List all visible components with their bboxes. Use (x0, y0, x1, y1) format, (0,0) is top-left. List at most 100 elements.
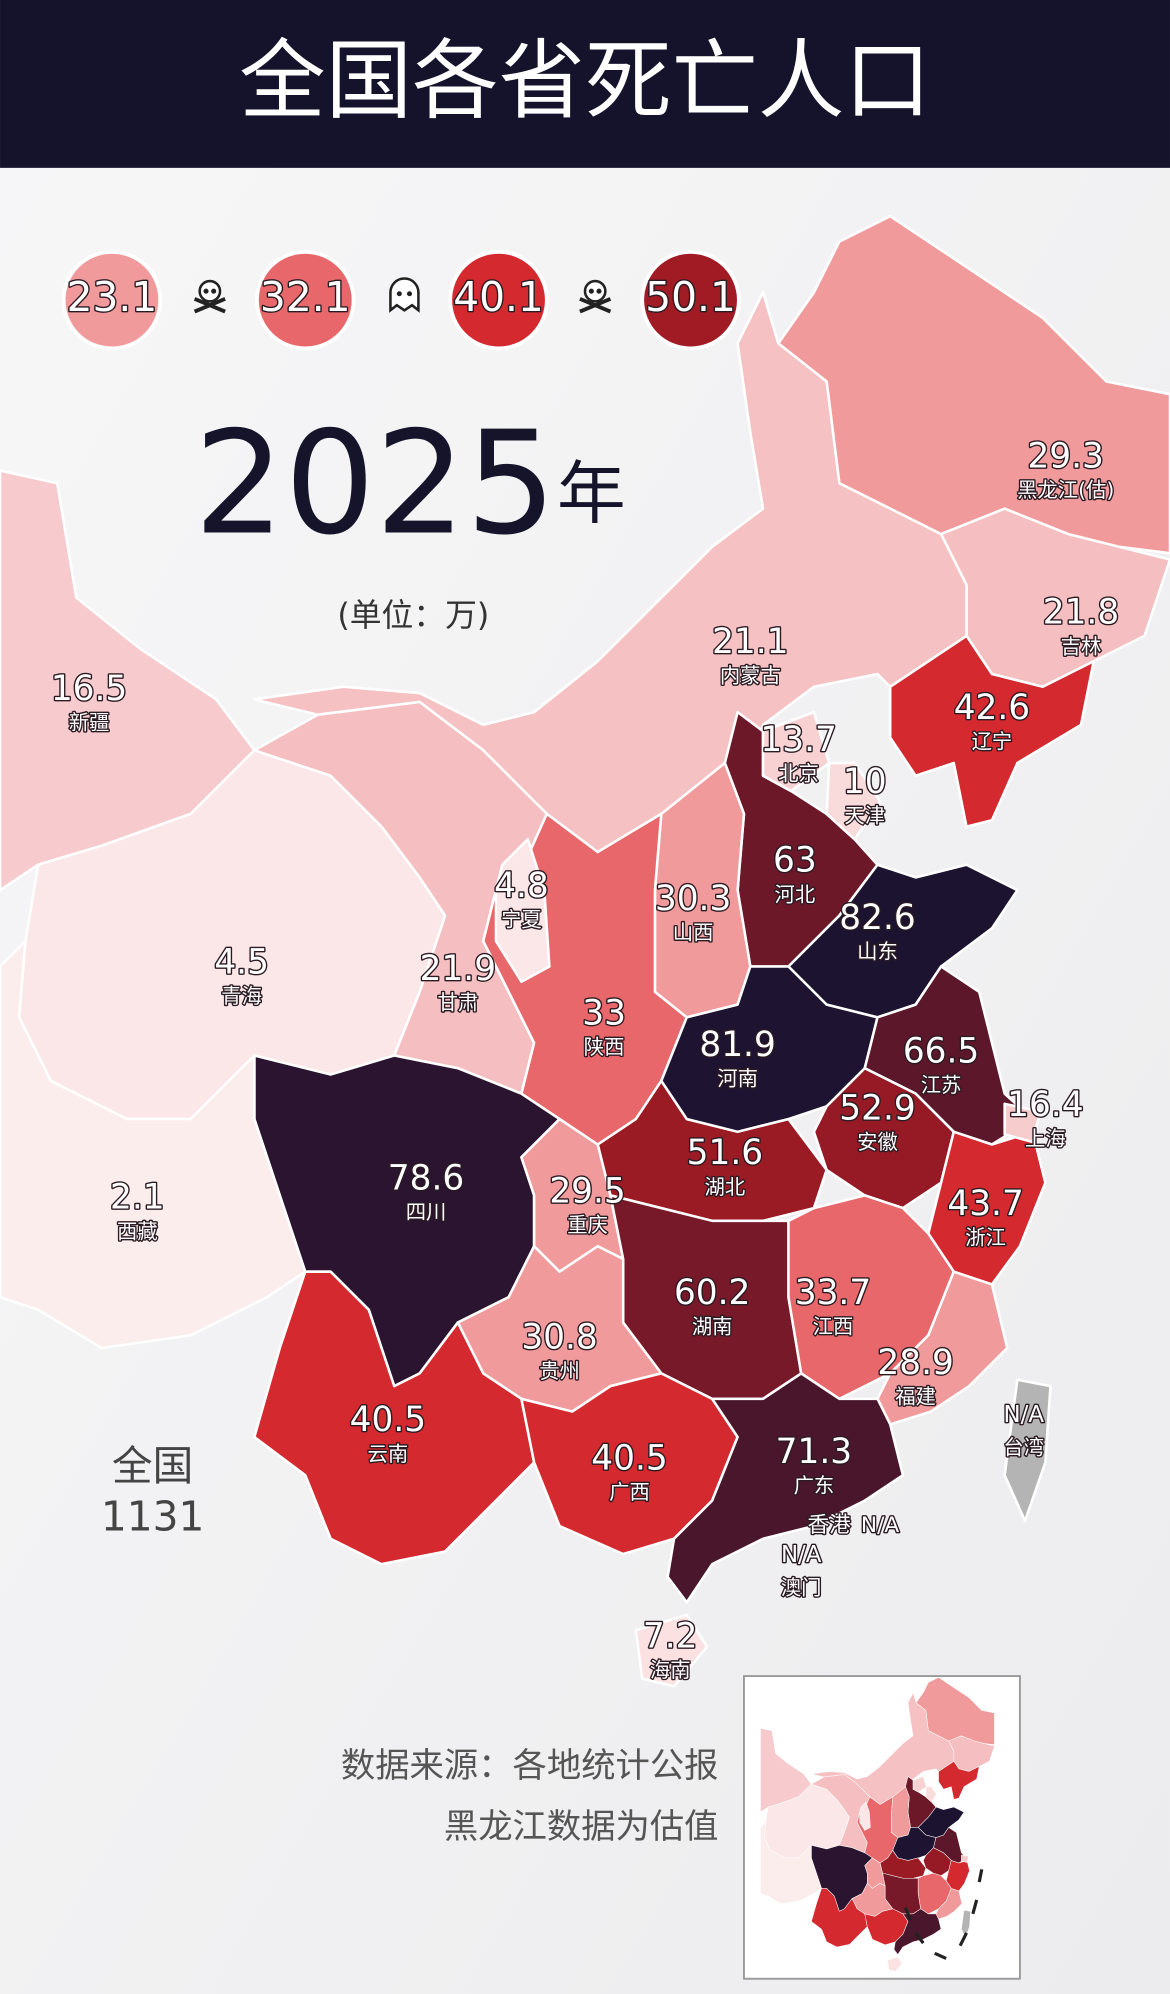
province-name: 山西 (673, 920, 714, 944)
province-name: 北京 (778, 761, 819, 785)
legend-swatch (640, 249, 741, 351)
province-name: 澳门 (781, 1575, 822, 1599)
province-name: 辽宁 (972, 730, 1013, 754)
province (887, 1956, 903, 1972)
province-name: 湖南 (692, 1315, 733, 1339)
province-value: 29.5 (549, 1171, 625, 1211)
province (888, 634, 1095, 828)
province (1003, 1102, 1042, 1144)
province-value: N/A (1003, 1402, 1044, 1428)
province (494, 838, 551, 984)
province-name: 福建 (895, 1385, 936, 1409)
provinces (0, 214, 1170, 1688)
province-value: 29.3 (1027, 436, 1103, 476)
province-name: 广西 (609, 1480, 650, 1504)
province-value: 21.8 (1043, 593, 1119, 633)
province-value: 81.9 (699, 1025, 775, 1065)
province (925, 1786, 937, 1803)
legend-swatch (61, 249, 163, 351)
province-name: 江苏 (921, 1073, 962, 1097)
legend-value: 23.1 (67, 273, 158, 321)
province-name: 上海 (1025, 1126, 1066, 1150)
inset-provinces (859, 1776, 969, 1863)
inset-map (760, 1677, 995, 1972)
province (825, 761, 882, 841)
province-name: 贵州 (539, 1359, 580, 1383)
total-label: 全国 (112, 1442, 193, 1490)
province-name: 广东 (794, 1474, 835, 1498)
province-value: 66.5 (903, 1031, 979, 1071)
total-value: 1131 (101, 1493, 205, 1541)
province (938, 1761, 980, 1800)
province-value: 30.3 (655, 879, 731, 919)
province-name: 台湾 (1003, 1435, 1044, 1459)
province-name: 安徽 (857, 1130, 898, 1154)
province-name: 内蒙古 (720, 664, 781, 688)
legend-icon (389, 277, 420, 313)
province-name: 西藏 (117, 1219, 158, 1243)
province (961, 1909, 971, 1939)
province-name: 黑龙江(估) (1017, 478, 1114, 502)
province (912, 1776, 927, 1793)
province-value: 10 (843, 762, 887, 802)
province-value: 78.6 (388, 1159, 464, 1199)
province-value: 4.5 (214, 942, 269, 982)
province-name: 湖北 (705, 1175, 746, 1199)
province-value: 28.9 (877, 1343, 953, 1383)
province (893, 1908, 942, 1955)
province-name: 江西 (813, 1315, 854, 1339)
province (760, 1822, 822, 1904)
province-name: 浙江 (965, 1226, 1006, 1250)
title-bar (0, 0, 1170, 168)
province-value: N/A (781, 1542, 822, 1568)
province-value: 51.6 (687, 1133, 763, 1173)
legend-swatch (254, 249, 356, 351)
province-value: 63 (773, 841, 817, 881)
province-value: 60.2 (674, 1273, 750, 1313)
province-value: 16.4 (1007, 1085, 1083, 1125)
province-name: 新疆 (69, 711, 110, 735)
province-name: 宁夏 (501, 908, 542, 932)
province (961, 1854, 969, 1863)
year: 2025 (194, 400, 556, 566)
province (761, 710, 831, 793)
province-value: 52.9 (839, 1089, 915, 1129)
province (923, 1847, 952, 1876)
province-value: 40.5 (350, 1400, 426, 1440)
province-name: 海南 (650, 1658, 691, 1682)
inset-provinces (760, 1677, 995, 1972)
province-value: N/A (861, 1513, 899, 1538)
province-value: 71.3 (776, 1432, 852, 1472)
province-value: 7.2 (643, 1616, 698, 1656)
province-name: 香港 (808, 1513, 852, 1538)
province (634, 1613, 709, 1688)
province-value: 21.9 (420, 949, 496, 989)
source-note: 数据来源：各地统计公报 (341, 1746, 719, 1786)
province-value: 21.1 (712, 622, 788, 662)
title: 全国各省死亡人口 (239, 31, 931, 131)
province-name: 河南 (717, 1067, 758, 1091)
province-value: 4.8 (494, 866, 549, 906)
province-value: 2.1 (110, 1178, 165, 1218)
inset-dashes (903, 1869, 984, 1960)
province-name: 陕西 (584, 1035, 625, 1059)
province-name: 四川 (406, 1200, 447, 1224)
province-name: 云南 (368, 1442, 409, 1466)
province (0, 939, 307, 1350)
province-name: 青海 (221, 984, 262, 1008)
unit: (单位：万) (337, 597, 489, 634)
province-value: 16.5 (51, 669, 127, 709)
province-name: 吉林 (1061, 634, 1102, 658)
province (666, 1372, 905, 1604)
province-value: 43.7 (947, 1184, 1023, 1224)
province-value: 33.7 (795, 1273, 871, 1313)
legend-value: 32.1 (260, 273, 351, 321)
provinces-top (494, 710, 1042, 1144)
legend-swatch (448, 249, 549, 351)
estimate-note: 黑龙江数据为估值 (444, 1807, 719, 1847)
legend-value: 50.1 (645, 273, 736, 321)
province (812, 1066, 956, 1210)
province-value: 33 (582, 993, 626, 1033)
